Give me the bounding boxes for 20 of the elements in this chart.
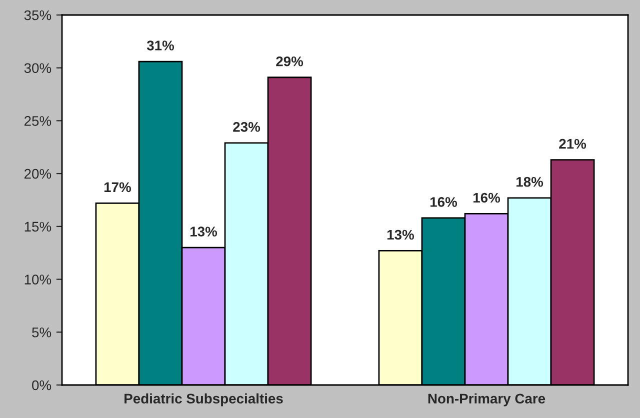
data-label: 18% xyxy=(516,176,544,187)
data-label: 23% xyxy=(233,122,260,132)
y-tick-label: 0% xyxy=(32,380,52,390)
data-label: 13% xyxy=(190,226,218,237)
y-tick-label: 35% xyxy=(24,10,52,20)
data-label: 17% xyxy=(104,182,131,192)
data-label: 13% xyxy=(387,230,414,240)
y-tick-label: 10% xyxy=(24,274,52,284)
data-label: 16% xyxy=(430,197,458,207)
data-label: 29% xyxy=(276,56,304,66)
y-tick-label: 25% xyxy=(24,116,52,126)
data-label: 21% xyxy=(559,138,586,149)
x-tick-label: Pediatric Subspecialties xyxy=(124,393,283,406)
y-tick-label: 5% xyxy=(32,328,52,338)
y-tick-label: 15% xyxy=(24,222,52,232)
y-tick-label: 20% xyxy=(24,168,52,179)
y-tick-label: 30% xyxy=(24,63,52,74)
data-label: 16% xyxy=(473,192,500,203)
x-tick-label: Non-Primary Care xyxy=(428,393,546,406)
data-label: 31% xyxy=(146,40,174,50)
